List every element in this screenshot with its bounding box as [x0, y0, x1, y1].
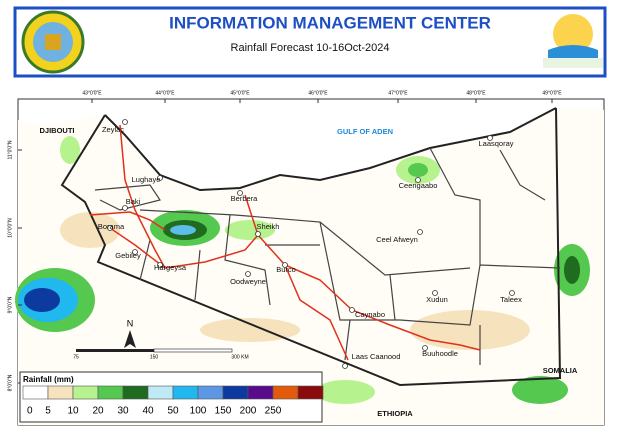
region-label: SOMALIA: [543, 366, 578, 375]
legend-swatch: [197, 385, 224, 400]
place-marker: [245, 271, 251, 277]
place-label: Baki: [126, 197, 141, 206]
place-marker: [122, 205, 128, 211]
legend-label: 30: [117, 406, 129, 417]
legend-swatch: [222, 385, 249, 400]
scale-label: 300 KM: [231, 354, 248, 360]
north-arrow: [124, 330, 136, 348]
region-label: ETHIOPIA: [377, 409, 413, 418]
map-land: [15, 108, 604, 425]
latitude-label: 9°0'0"N: [7, 296, 13, 313]
scale-bar: [76, 348, 233, 353]
longitude-label: 48°0'0"E: [466, 90, 486, 96]
scale-label: 150: [150, 354, 159, 360]
place-label: Ceerigaabo: [399, 181, 438, 190]
place-marker: [432, 290, 438, 296]
legend-label: 100: [190, 406, 207, 417]
right-logo: [543, 14, 603, 68]
place-marker: [107, 225, 113, 231]
place-label: Zeylac: [102, 125, 124, 134]
scale-label: 75: [73, 354, 79, 360]
place-marker: [349, 307, 355, 313]
place-label: Berbera: [231, 194, 259, 203]
longitude-label: 43°0'0"E: [82, 90, 102, 96]
legend: 0 5 10 20 30 40 50 100 150 200 250: [22, 385, 324, 417]
place-label: Ceel Afweyn: [376, 235, 418, 244]
place-label: Borama: [98, 222, 125, 231]
boundary: [60, 107, 562, 387]
place-marker: [487, 135, 493, 141]
legend-title: Rainfall (mm): [23, 375, 74, 384]
latitude-label: 10°0'0"N: [7, 218, 13, 238]
place-label: Hargeysa: [154, 263, 187, 272]
legend-swatch: [297, 385, 324, 400]
place-label: Caynabo: [355, 310, 385, 319]
legend-swatch: [97, 385, 124, 400]
legend-label: 5: [45, 406, 51, 417]
place-marker: [157, 262, 163, 268]
place-marker: [157, 175, 163, 181]
header-box: [13, 6, 607, 78]
legend-swatch: [247, 385, 274, 400]
place-marker: [255, 231, 261, 237]
legend-label: 200: [240, 406, 257, 417]
region-label: GULF OF ADEN: [337, 127, 393, 136]
place-label: Xudun: [426, 295, 448, 304]
latitude-label: 11°0'0"N: [7, 140, 13, 159]
legend-swatch: [72, 385, 99, 400]
header-subtitle: Rainfall Forecast 10-16Oct-2024: [231, 42, 390, 54]
longitude-label: 45°0'0"E: [230, 90, 250, 96]
legend-swatch: [172, 385, 199, 400]
left-logo: [21, 10, 85, 74]
legend-swatch: [147, 385, 174, 400]
longitude-label: 49°0'0"E: [542, 90, 562, 96]
place-label: Burco: [276, 265, 296, 274]
place-marker: [237, 190, 243, 196]
longitude-label: 47°0'0"E: [388, 90, 408, 96]
place-marker: [509, 290, 515, 296]
place-label: Buuhoodle: [422, 349, 458, 358]
legend-label: 40: [142, 406, 154, 417]
region-label: DJIBOUTI: [39, 126, 74, 135]
header-title: INFORMATION MANAGEMENT CENTER: [169, 13, 491, 32]
legend-swatch: [22, 385, 49, 400]
north-label: N: [127, 318, 134, 328]
place-marker: [122, 119, 128, 125]
legend-label: 0: [27, 406, 33, 417]
legend-label: 250: [265, 406, 282, 417]
place-marker: [415, 177, 421, 183]
legend-swatch: [122, 385, 149, 400]
longitude-label: 44°0'0"E: [155, 90, 175, 96]
longitude-label: 46°0'0"E: [308, 90, 328, 96]
place-marker: [282, 262, 288, 268]
place-marker: [132, 249, 138, 255]
place-marker: [422, 345, 428, 351]
place-label: Laasqoray: [478, 139, 513, 148]
legend-swatch: [272, 385, 299, 400]
district-lines: [94, 147, 561, 365]
place-label: Gebiley: [115, 251, 141, 260]
legend-label: 10: [67, 406, 79, 417]
place-label: Oodweyne: [230, 277, 266, 286]
places: DJIBOUTI GULF OF ADEN SOMALIA ETHIOPIA Zeyla…: [39, 119, 578, 418]
legend-label: 150: [215, 406, 232, 417]
legend-label: 50: [167, 406, 179, 417]
graticule: 43°0'0"E 44°0'0"E 45°0'0"E 46°0'0"E 47°0'0"E…: [7, 90, 562, 391]
place-label: Lughaye: [132, 175, 161, 184]
place-label: Sheikh: [257, 222, 280, 231]
latitude-label: 8°0'0"N: [7, 374, 13, 391]
place-marker: [417, 229, 423, 235]
place-marker: [342, 363, 348, 369]
place-label: Laas Caanood: [352, 352, 401, 361]
place-label: Taleex: [500, 295, 522, 304]
legend-label: 20: [92, 406, 104, 417]
legend-swatch: [47, 385, 74, 400]
